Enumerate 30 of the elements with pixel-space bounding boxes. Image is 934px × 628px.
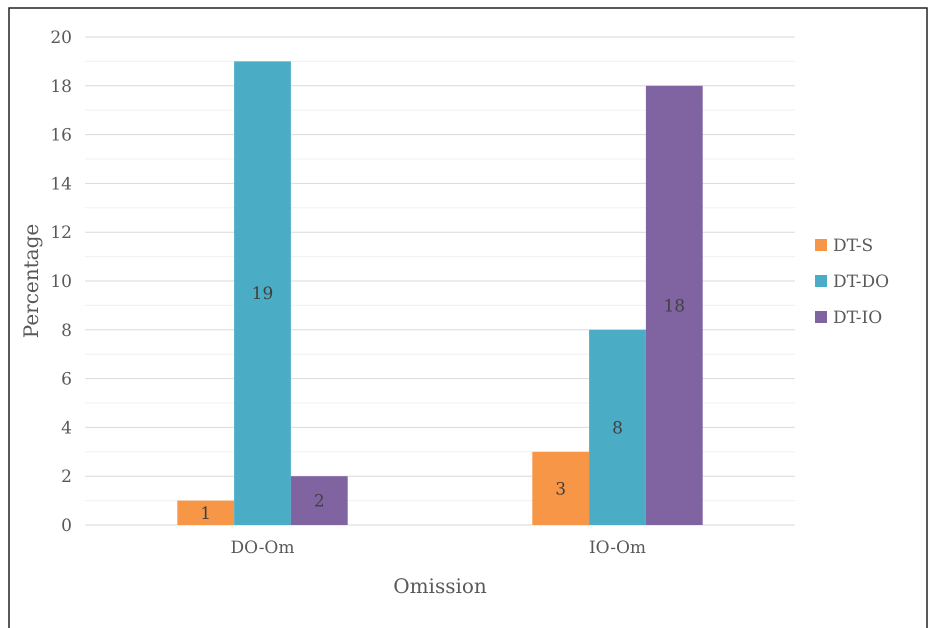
legend-label: DT-DO bbox=[833, 272, 890, 292]
bar bbox=[532, 452, 590, 525]
x-tick-label: IO-Om bbox=[588, 538, 646, 558]
bar bbox=[646, 86, 703, 525]
y-tick-label: 4 bbox=[61, 418, 72, 438]
y-tick-label: 12 bbox=[50, 223, 72, 244]
y-tick-label: 10 bbox=[50, 272, 72, 292]
legend-label: DT-S bbox=[833, 236, 874, 256]
y-tick-label: 20 bbox=[50, 28, 72, 48]
bar bbox=[589, 330, 646, 525]
y-tick-label: 8 bbox=[61, 320, 72, 341]
y-tick-label: 0 bbox=[61, 516, 72, 536]
data-label: 3 bbox=[555, 479, 566, 500]
data-label: 18 bbox=[663, 296, 686, 316]
y-tick-label: 18 bbox=[50, 76, 72, 97]
x-axis-title: Omission bbox=[393, 574, 487, 598]
y-tick-label: 16 bbox=[50, 126, 72, 146]
bar bbox=[290, 476, 348, 525]
legend-label: DT-IO bbox=[833, 308, 882, 328]
bar bbox=[234, 61, 291, 525]
x-tick-label: DO-Om bbox=[230, 538, 294, 558]
y-tick-label: 6 bbox=[61, 370, 72, 390]
data-label: 19 bbox=[252, 284, 274, 304]
y-tick-label: 14 bbox=[50, 174, 72, 194]
data-label: 1 bbox=[200, 504, 212, 524]
data-label: 8 bbox=[612, 418, 623, 438]
data-label: 2 bbox=[314, 492, 325, 512]
y-tick-label: 2 bbox=[61, 467, 72, 488]
bar bbox=[177, 500, 234, 525]
y-axis-title: Percentage bbox=[19, 224, 43, 338]
